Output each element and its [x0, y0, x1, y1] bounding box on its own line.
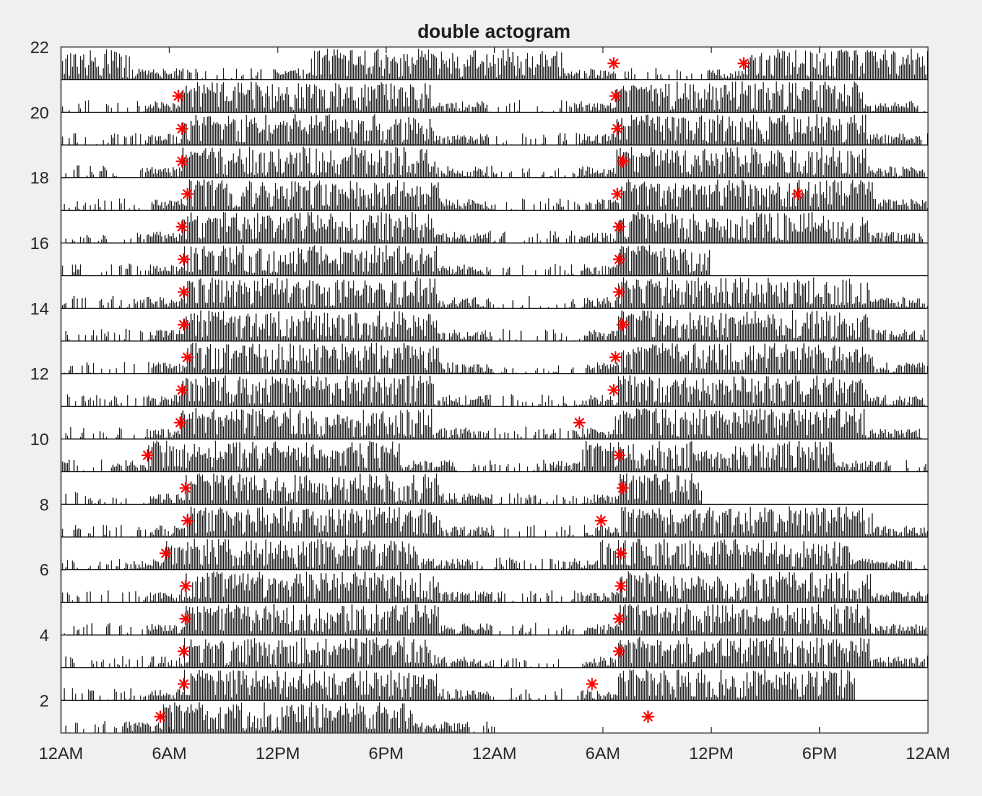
x-tick-label-6: 12PM — [689, 744, 733, 763]
onset-marker-day-15-2 — [612, 253, 626, 266]
onset-marker-day-11-2 — [607, 383, 621, 397]
x-tick-label-1: 6AM — [152, 744, 187, 763]
day-row-1 — [65, 702, 493, 733]
x-tick-label-3: 6PM — [369, 744, 404, 763]
onset-marker-day-17-1 — [181, 187, 194, 201]
y-tick-label-7: 16 — [30, 234, 49, 253]
day-row-6 — [62, 538, 927, 570]
onset-marker-day-10-1 — [173, 416, 187, 429]
x-axis: 12AM 6AM 12PM 6PM 12AM 6AM 12PM 6PM 12AM — [39, 47, 950, 763]
y-tick-label-3: 8 — [40, 495, 49, 514]
onset-marker-day-12-2 — [609, 351, 622, 364]
onset-marker-day-19-2 — [611, 122, 624, 135]
onset-marker-day-8-2 — [616, 481, 630, 495]
onset-marker-day-11-1 — [175, 383, 189, 397]
y-tick-label-0: 2 — [40, 691, 49, 710]
onset-marker-day-3-1 — [177, 645, 191, 658]
onset-marker-day-7-1 — [181, 514, 194, 527]
day-row-15 — [62, 244, 711, 276]
onset-marker-day-13-2 — [616, 318, 630, 331]
chart-title: double actogram — [417, 22, 570, 43]
onset-marker-day-20-2 — [609, 89, 622, 103]
onset-marker-day-8-1 — [179, 481, 192, 495]
onset-marker-day-21-1 — [737, 57, 751, 70]
y-tick-label-10: 22 — [30, 38, 49, 57]
onset-marker-day-9-1 — [141, 449, 154, 462]
onset-marker-day-4-2 — [612, 612, 626, 625]
y-tick-label-5: 12 — [30, 365, 49, 384]
activity-trace-day-15 — [62, 244, 711, 276]
x-tick-label-4: 12AM — [472, 744, 516, 763]
onset-marker-day-16-2 — [612, 220, 626, 233]
day-row-10 — [65, 408, 922, 439]
day-row-2 — [63, 669, 855, 701]
extra-marker-1 — [791, 187, 805, 201]
y-axis: 2 4 6 8 10 12 14 16 18 20 22 — [30, 38, 67, 710]
onset-marker-day-18-1 — [175, 155, 189, 168]
x-tick-label-0: 12AM — [39, 744, 83, 763]
y-tick-label-2: 6 — [40, 561, 49, 580]
day-row-18 — [65, 146, 925, 178]
onset-marker-day-6-2 — [614, 547, 628, 560]
onset-marker-day-16-1 — [175, 220, 189, 233]
onset-marker-day-20-1 — [172, 89, 185, 103]
activity-trace-day-8 — [65, 473, 702, 505]
activity-trace-day-4 — [63, 603, 927, 635]
onset-marker-day-18-2 — [616, 155, 630, 168]
row-baselines — [61, 79, 928, 734]
x-tick-label-8: 12AM — [906, 744, 950, 763]
activity-bars — [60, 48, 928, 733]
onset-marker-day-10-2 — [573, 416, 586, 429]
x-tick-label-5: 6AM — [585, 744, 620, 763]
onset-marker-day-14-1 — [177, 285, 191, 299]
activity-trace-day-7 — [62, 506, 928, 537]
onset-marker-day-6-1 — [159, 547, 173, 560]
onset-marker-day-19-1 — [175, 122, 189, 135]
y-tick-label-8: 18 — [30, 169, 49, 188]
onset-marker-day-2-2 — [585, 677, 599, 691]
onset-marker-day-1-1 — [154, 710, 167, 723]
onset-marker-day-5-2 — [614, 579, 628, 593]
x-tick-label-2: 12PM — [256, 744, 300, 763]
onset-marker-day-1-2 — [641, 710, 655, 723]
y-tick-label-9: 20 — [30, 103, 49, 122]
onset-marker-day-2-1 — [177, 677, 191, 691]
activity-trace-day-11 — [67, 375, 925, 407]
onset-marker-day-5-1 — [179, 579, 192, 593]
activity-trace-day-6 — [62, 538, 927, 570]
onset-marker-day-14-2 — [612, 285, 626, 299]
day-row-4 — [63, 603, 927, 635]
y-tick-label-6: 14 — [30, 299, 49, 318]
y-tick-label-1: 4 — [40, 626, 49, 645]
day-row-5 — [62, 571, 928, 603]
activity-trace-day-10 — [65, 408, 922, 439]
onset-marker-day-15-1 — [177, 253, 191, 266]
onset-marker-day-17-2 — [611, 187, 624, 201]
day-row-7 — [62, 506, 928, 537]
x-tick-label-7: 6PM — [802, 744, 837, 763]
day-row-8 — [65, 473, 702, 505]
activity-trace-day-5 — [62, 571, 928, 603]
y-tick-label-4: 10 — [30, 430, 49, 449]
day-row-16 — [65, 211, 924, 243]
extra-marker-2 — [607, 57, 621, 70]
onset-markers — [141, 57, 805, 723]
onset-marker-day-4-1 — [179, 612, 192, 625]
onset-marker-day-13-1 — [177, 318, 191, 331]
activity-trace-day-2 — [63, 669, 855, 701]
day-row-11 — [67, 375, 925, 407]
activity-trace-day-16 — [65, 211, 924, 243]
onset-marker-day-3-2 — [612, 645, 626, 658]
onset-marker-day-12-1 — [181, 351, 194, 364]
activity-trace-day-1 — [65, 702, 493, 733]
onset-marker-day-7-2 — [594, 514, 608, 527]
onset-marker-day-9-2 — [612, 449, 626, 462]
activity-trace-day-18 — [65, 146, 925, 178]
